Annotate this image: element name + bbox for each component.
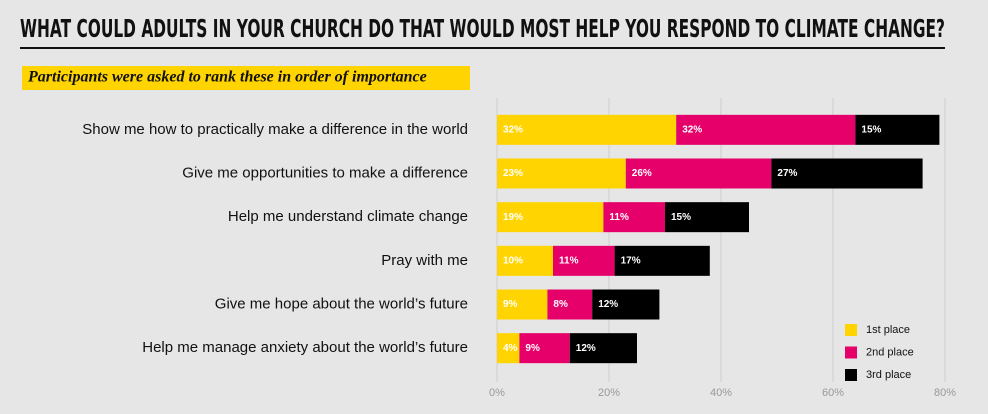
chart-title: WHAT COULD ADULTS IN YOUR CHURCH DO THAT… [20,14,945,43]
bar-segment [676,114,856,145]
x-tick-label: 20% [598,387,620,399]
value-label: 11% [609,212,629,223]
value-label: 9% [503,299,518,310]
bar-segment [547,289,593,320]
y-tick-label: Give me hope about the world’s future [215,295,468,312]
value-label: 12% [576,343,596,354]
value-label: 32% [682,124,702,135]
bar-segment [665,202,749,233]
bar-segment [497,333,520,364]
bar-segment [614,245,710,276]
x-tick-label: 60% [822,387,844,399]
bar-segment [592,289,660,320]
x-tick-label: 0% [489,387,505,399]
y-tick-label: Show me how to practically make a differ… [82,121,468,138]
legend-swatch [845,324,857,336]
x-tick-label: 40% [710,387,732,399]
subtitle-highlight [22,66,470,90]
x-tick-label: 80% [934,387,956,399]
value-label: 10% [503,255,523,266]
legend-swatch [845,369,857,381]
bar-segment [569,333,637,364]
value-label: 9% [525,343,540,354]
bar-segment [771,158,923,189]
value-label: 15% [671,212,691,223]
bar-segment [497,202,604,233]
y-tick-label: Help me understand climate change [228,208,468,225]
value-label: 17% [621,255,641,266]
value-label: 23% [503,168,523,179]
bar-segment [603,202,665,233]
y-tick-label: Help me manage anxiety about the world’s… [142,339,468,356]
y-tick-label: Pray with me [381,252,468,269]
bar-segment [497,245,553,276]
bar-segment [625,158,772,189]
bar-segment [497,114,677,145]
value-label: 19% [503,212,523,223]
value-label: 8% [553,299,568,310]
value-label: 15% [861,124,881,135]
value-label: 12% [598,299,618,310]
value-label: 11% [559,255,579,266]
bar-segment [519,333,570,364]
value-label: 32% [503,124,523,135]
value-label: 26% [632,168,652,179]
legend-label: 3rd place [866,369,911,381]
legend-label: 2nd place [866,346,914,358]
value-label: 27% [777,168,797,179]
chart-subtitle: Participants were asked to rank these in… [27,69,427,86]
value-label: 4% [503,343,518,354]
bar-segment [553,245,615,276]
y-tick-label: Give me opportunities to make a differen… [182,164,468,181]
legend-swatch [845,346,857,359]
bar-segment [497,158,626,189]
bar-segment [497,289,548,320]
bar-segment [855,114,940,145]
legend-label: 1st place [866,324,910,336]
